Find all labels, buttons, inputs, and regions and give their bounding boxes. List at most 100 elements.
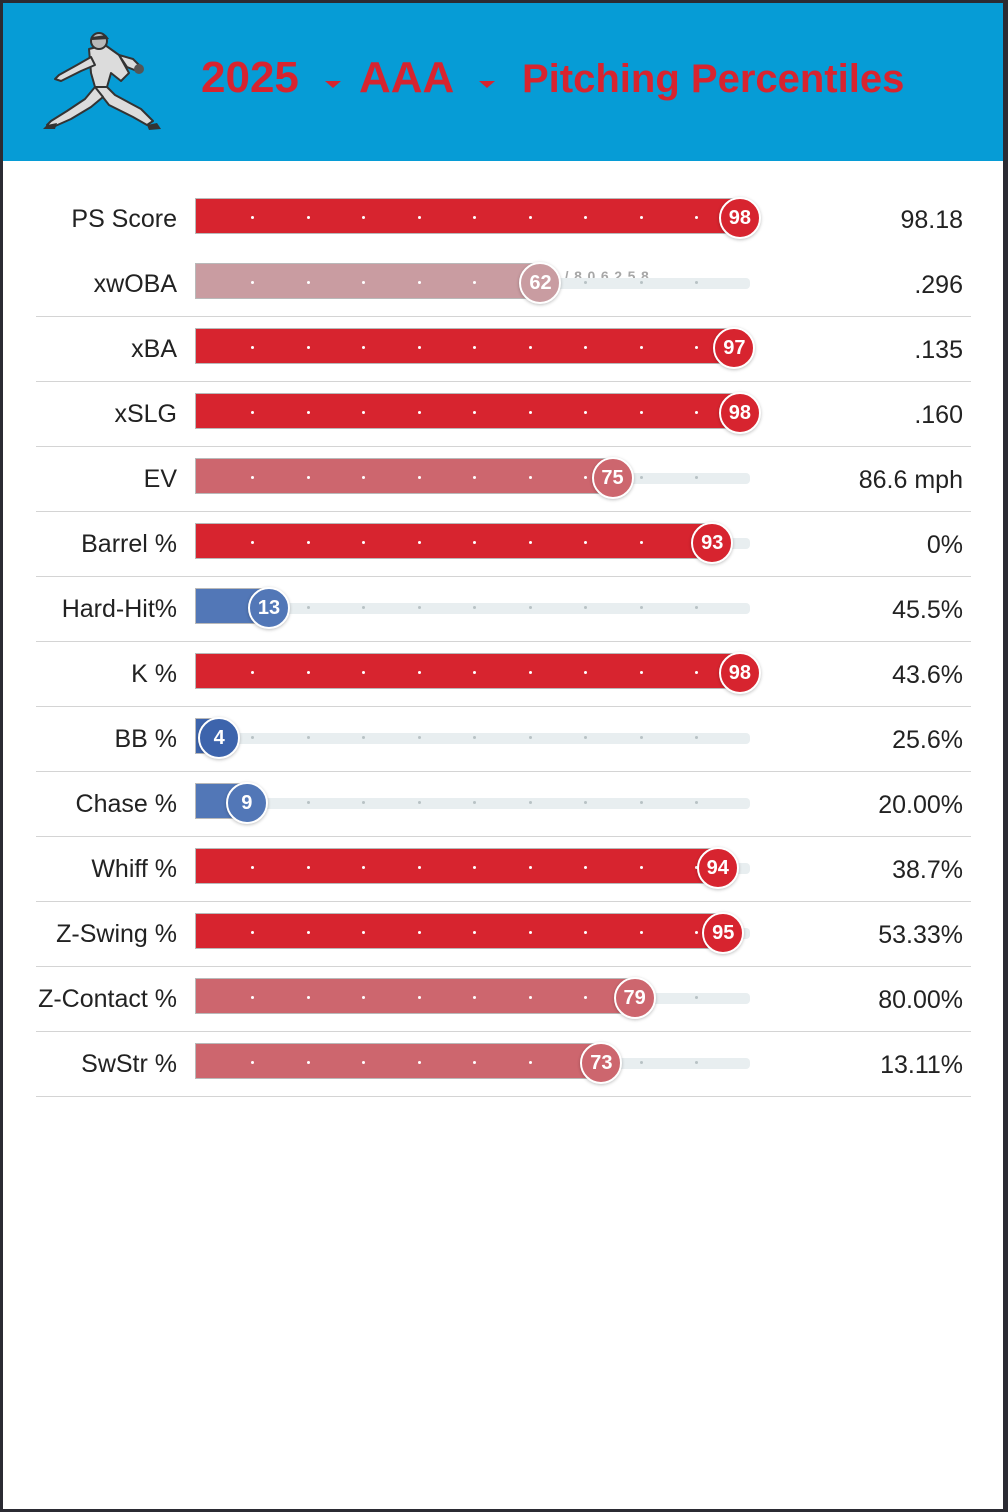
tick-dot [695, 216, 698, 219]
tick-dot [307, 1061, 310, 1064]
tick-dot [307, 866, 310, 869]
tick-dot [418, 606, 421, 609]
percentile-badge: 13 [248, 587, 291, 629]
tick-dot [529, 736, 532, 739]
tick-dot [584, 606, 587, 609]
tick-dot [473, 1061, 476, 1064]
percentile-row-hard-hit: Hard-Hit% 13 45.5% [3, 577, 1003, 642]
tick-dots [197, 512, 757, 577]
tick-dot [362, 476, 365, 479]
tick-dot [307, 671, 310, 674]
tick-dot [584, 866, 587, 869]
tick-dot [584, 996, 587, 999]
stat-value: 25.6% [892, 726, 963, 754]
tick-dot [473, 281, 476, 284]
tick-dot [362, 216, 365, 219]
tick-dot [362, 1061, 365, 1064]
tick-dot [418, 476, 421, 479]
tick-dot [418, 346, 421, 349]
tick-dot [640, 411, 643, 414]
percentile-bar [195, 978, 633, 1014]
tick-dot [418, 866, 421, 869]
tick-dot [307, 346, 310, 349]
stat-value: 98.18 [900, 206, 963, 234]
header-banner: 2025 AAA Pitching Percentiles [3, 3, 1003, 161]
row-divider [36, 836, 971, 837]
tick-dot [695, 346, 698, 349]
tick-dot [473, 996, 476, 999]
tick-dot [362, 281, 365, 284]
percentile-bar [195, 198, 738, 234]
tick-dots [197, 642, 757, 707]
year-dropdown-icon[interactable] [325, 81, 341, 88]
tick-dots [197, 1032, 757, 1097]
level-selector[interactable]: AAA [359, 53, 455, 102]
tick-dots [197, 382, 757, 447]
tick-dot [529, 671, 532, 674]
tick-dot [640, 1061, 643, 1064]
tick-dot [418, 801, 421, 804]
stat-value: .135 [914, 336, 963, 364]
tick-dot [584, 216, 587, 219]
tick-dot [584, 541, 587, 544]
percentile-row-chase: Chase % 9 20.00% [3, 772, 1003, 837]
tick-dot [307, 216, 310, 219]
percentile-badge: 98 [718, 652, 761, 694]
stat-value: .160 [914, 401, 963, 429]
row-divider [36, 446, 971, 447]
tick-dot [473, 736, 476, 739]
tick-dot [640, 281, 643, 284]
tick-dot [584, 801, 587, 804]
stat-label: xSLG [114, 400, 177, 428]
row-divider [36, 901, 971, 902]
stat-label: K % [131, 660, 177, 688]
tick-dot [473, 541, 476, 544]
percentile-row-xba: xBA 97 .135 [3, 317, 1003, 382]
tick-dot [473, 606, 476, 609]
tick-dot [584, 931, 587, 934]
tick-dot [640, 216, 643, 219]
tick-dot [362, 996, 365, 999]
stat-value: 45.5% [892, 596, 963, 624]
tick-dot [418, 216, 421, 219]
tick-dot [473, 931, 476, 934]
tick-dot [584, 281, 587, 284]
year-selector[interactable]: 2025 [201, 53, 299, 102]
percentile-row-ps-score: PS Score9898.18ProspectSavant.com/player… [3, 187, 1003, 284]
tick-dot [251, 1061, 254, 1064]
percentile-badge: 97 [713, 327, 756, 369]
tick-dot [251, 281, 254, 284]
tick-dot [584, 736, 587, 739]
percentile-badge: 93 [691, 522, 734, 564]
tick-dot [251, 541, 254, 544]
tick-dot [529, 411, 532, 414]
stat-label: PS Score [71, 205, 177, 233]
stat-value: 38.7% [892, 856, 963, 884]
tick-dot [695, 606, 698, 609]
stat-value: 0% [926, 531, 963, 559]
stat-label: EV [143, 465, 177, 493]
percentile-badge: 94 [696, 847, 739, 889]
tick-dot [640, 801, 643, 804]
tick-dot [307, 476, 310, 479]
percentile-row-z-swing: Z-Swing % 95 53.33% [3, 902, 1003, 967]
stat-value: 86.6 mph [858, 466, 963, 494]
tick-dot [529, 346, 532, 349]
row-divider [36, 641, 971, 642]
stat-label: xwOBA [93, 270, 177, 298]
stat-label: Z-Contact % [38, 985, 177, 1013]
tick-dot [251, 476, 254, 479]
tick-dot [362, 346, 365, 349]
tick-dot [307, 606, 310, 609]
tick-dot [584, 411, 587, 414]
row-divider [36, 771, 971, 772]
stat-value: .296 [914, 271, 963, 299]
tick-dots [197, 252, 757, 317]
percentile-badge: 62 [519, 262, 562, 304]
tick-dot [584, 671, 587, 674]
stat-value: 53.33% [878, 921, 963, 949]
tick-dot [473, 866, 476, 869]
tick-dot [307, 736, 310, 739]
level-dropdown-icon[interactable] [479, 81, 495, 88]
percentile-bar [195, 848, 716, 884]
